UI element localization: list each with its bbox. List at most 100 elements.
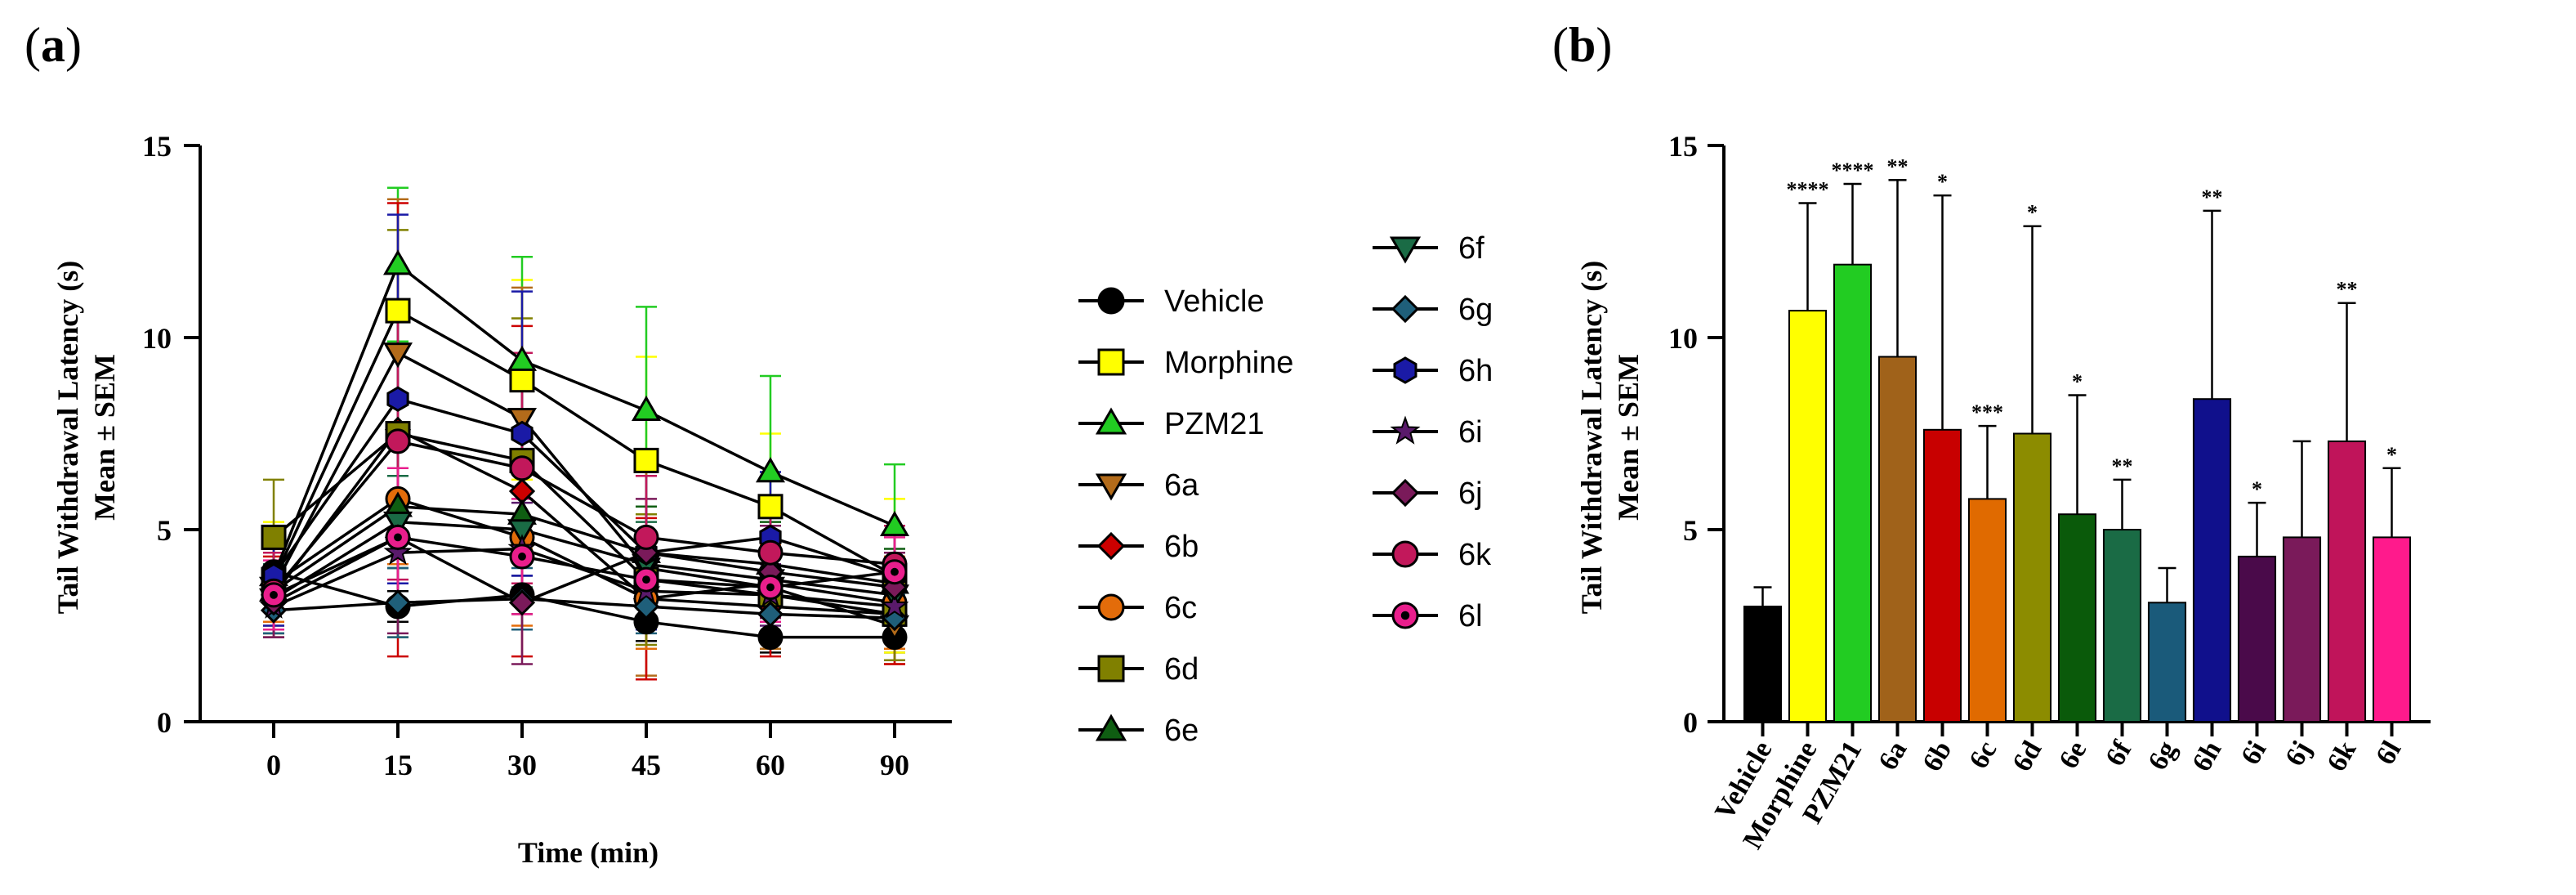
legend-label: Vehicle <box>1164 284 1265 319</box>
panel-b-x-tick-label: 6i <box>2235 736 2272 770</box>
legend-item-vehicle: Vehicle <box>1078 284 1265 319</box>
bar-6k <box>2327 440 2367 723</box>
legend-marker <box>1393 356 1417 384</box>
legend-item-6a: 6a <box>1078 468 1199 503</box>
panel-a-point-6l-inner <box>518 553 526 561</box>
panel-a-point-pzm21 <box>631 395 662 421</box>
significance-6e: * <box>2072 370 2083 394</box>
bar-6c <box>1967 498 2007 723</box>
panel-a-point-6f <box>507 519 538 545</box>
legend-item-6d: 6d <box>1078 652 1199 687</box>
panel-a-point-pzm21 <box>382 249 413 275</box>
legend-marker-inner <box>1400 611 1410 620</box>
panel-a-point-6a <box>382 342 413 369</box>
panel-a-y-axis-label-line2: Mean ± SEM <box>88 354 121 521</box>
legend-marker <box>1095 407 1127 435</box>
legend-label: 6c <box>1164 591 1197 625</box>
panel-a-point-6l-inner <box>766 583 775 592</box>
panel-b-x-tick-label: 6g <box>2142 736 2182 776</box>
panel-b-x-tick-label: 6l <box>2370 736 2407 770</box>
panel-b-y-tick-label: 15 <box>1668 130 1698 163</box>
panel-a-line-6k <box>272 439 895 593</box>
legend-marker <box>1095 473 1127 501</box>
legend-item-6l: 6l <box>1373 599 1483 633</box>
legend-marker <box>1097 593 1125 621</box>
legend-marker <box>1390 415 1421 445</box>
panel-a-point-vehicle <box>757 624 784 651</box>
panel-a-point-6g <box>384 589 412 616</box>
panel-a-point-6k <box>509 455 535 481</box>
bar-6b <box>1922 428 1962 723</box>
legend-label: 6g <box>1458 293 1493 327</box>
bar-6h <box>2192 398 2232 723</box>
legend-item-6k: 6k <box>1373 538 1492 572</box>
legend-marker <box>1096 531 1126 561</box>
panel-a-point-6h <box>511 420 534 447</box>
panel-a-y-tick-label: 0 <box>157 706 172 739</box>
panel-a-point-pzm21 <box>879 510 910 536</box>
significance-6d: * <box>2027 201 2038 225</box>
panel-a-y-tick-label: 10 <box>142 322 172 355</box>
panel-a-x-tick-label: 90 <box>880 749 909 781</box>
panel-a-line-6l <box>273 535 895 597</box>
legend-item-6f: 6f <box>1373 231 1484 266</box>
panel-a-point-6l-inner <box>891 567 899 576</box>
legend-label: 6k <box>1458 538 1492 572</box>
panel-a-point-6l <box>385 524 411 550</box>
panel-a-point-6i <box>383 537 413 566</box>
bar-morphine <box>1788 310 1828 723</box>
legend-label: 6h <box>1458 354 1493 388</box>
legend-marker <box>1391 478 1420 508</box>
legend-marker <box>1391 294 1420 324</box>
legend-marker <box>1391 540 1419 568</box>
legend-item-6j: 6j <box>1373 477 1483 511</box>
legend-label: PZM21 <box>1164 407 1264 441</box>
bar-6d <box>2012 432 2052 723</box>
significance-6i: * <box>2252 477 2262 501</box>
panel-a-line-chart: Tail Withdrawal Latency (s) Mean ± SEM T… <box>51 130 1493 869</box>
panel-a-line-6g <box>273 597 895 620</box>
panel-a-point-6l-inner <box>270 591 278 599</box>
panel-b-x-tick-label: 6e <box>2053 736 2092 774</box>
legend-item-6i: 6i <box>1373 415 1483 450</box>
panel-a-y-tick-label: 15 <box>142 130 172 163</box>
panel-a-point-6l <box>882 559 908 585</box>
significance-6c: *** <box>1971 401 2003 424</box>
panel-b-x-tick-label: 6h <box>2186 736 2227 776</box>
panel-a-x-tick-label: 45 <box>632 749 661 781</box>
significance-6a: ** <box>1887 154 1909 178</box>
legend-label: 6j <box>1458 477 1483 511</box>
legend-item-6c: 6c <box>1078 591 1197 625</box>
panel-b-x-tick-label: 6j <box>2279 736 2317 772</box>
panel-a-label: (a) <box>25 18 82 72</box>
panel-a-point-6l <box>633 566 659 593</box>
legend-label: Morphine <box>1164 346 1293 380</box>
legend-label: 6i <box>1458 415 1483 450</box>
panel-a-x-tick-label: 60 <box>756 749 785 781</box>
panel-b-x-tick-label: 6a <box>1873 736 1913 776</box>
panel-a-x-axis-label: Time (min) <box>518 836 659 869</box>
panel-a-point-6k <box>757 539 784 566</box>
panel-a-point-morphine <box>509 367 535 393</box>
panel-a-point-6l-inner <box>642 575 650 584</box>
bar-6e <box>2057 513 2097 723</box>
panel-a-point-6f <box>382 511 413 537</box>
significance-6h: ** <box>2202 186 2223 209</box>
panel-b-x-tick-label: 6k <box>2321 736 2362 776</box>
legend-label: 6a <box>1164 468 1199 503</box>
panel-a-line-vehicle <box>273 571 895 639</box>
legend-item-6g: 6g <box>1373 293 1493 327</box>
panel-a-line-6h <box>272 397 895 578</box>
panel-a-x-tick-label: 15 <box>383 749 413 781</box>
legend-item-morphine: Morphine <box>1078 346 1293 380</box>
bar-pzm21 <box>1833 263 1873 723</box>
significance-pzm21: **** <box>1832 159 1874 182</box>
panel-b-label: (b) <box>1552 18 1612 72</box>
panel-a-point-6l <box>757 575 784 600</box>
legend-item-6h: 6h <box>1373 354 1493 388</box>
legend-marker <box>1097 655 1125 682</box>
legend-label: 6l <box>1458 599 1483 633</box>
bar-6j <box>2282 536 2322 723</box>
legend-label: 6f <box>1458 231 1484 266</box>
